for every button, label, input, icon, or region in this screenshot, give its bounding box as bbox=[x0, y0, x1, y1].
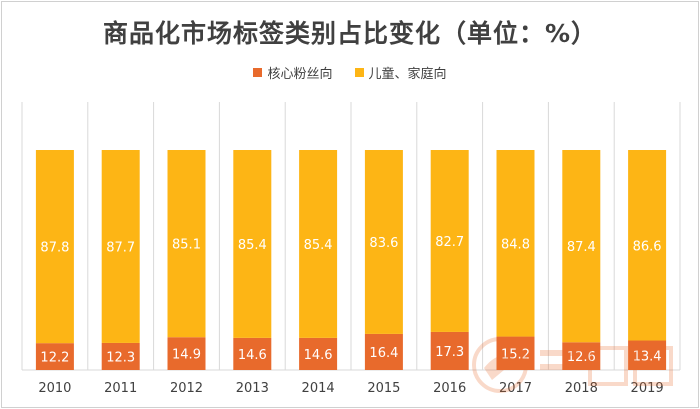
data-label: 82.7 bbox=[435, 235, 464, 250]
bar-segment bbox=[364, 333, 403, 370]
bar-segment bbox=[496, 336, 535, 370]
x-tick-label: 2013 bbox=[236, 381, 269, 396]
data-label: 12.2 bbox=[40, 351, 69, 366]
bar-segment bbox=[233, 150, 272, 338]
bar-segment bbox=[167, 337, 206, 370]
data-label: 14.6 bbox=[304, 348, 333, 363]
bar-segment bbox=[101, 342, 140, 370]
bar-segment bbox=[628, 150, 667, 341]
bar-segment bbox=[233, 337, 272, 370]
data-label: 12.3 bbox=[106, 350, 135, 365]
data-label: 13.4 bbox=[633, 349, 662, 364]
data-label: 86.6 bbox=[633, 239, 662, 254]
bar-segment bbox=[299, 337, 338, 370]
x-tick-label: 2016 bbox=[433, 381, 466, 396]
x-tick-label: 2012 bbox=[170, 381, 203, 396]
bar-segment bbox=[364, 150, 403, 334]
chart-legend: 核心粉丝向 儿童、家庭向 bbox=[0, 63, 700, 82]
data-label: 85.4 bbox=[238, 238, 267, 253]
x-tick-label: 2018 bbox=[565, 381, 598, 396]
bar-segment bbox=[299, 150, 338, 338]
bar-segment bbox=[562, 342, 601, 370]
data-label: 87.4 bbox=[567, 240, 596, 255]
data-label: 14.6 bbox=[238, 348, 267, 363]
bar-segment bbox=[430, 331, 469, 370]
legend-swatch-family bbox=[354, 68, 364, 77]
bar-segment bbox=[167, 150, 206, 338]
legend-label-core: 核心粉丝向 bbox=[267, 67, 333, 82]
chart-title: 商品化市场标签类别占比变化（单位：%） bbox=[102, 19, 598, 48]
x-tick-label: 2011 bbox=[104, 381, 137, 396]
data-label: 12.6 bbox=[567, 350, 596, 365]
legend-item-family: 儿童、家庭向 bbox=[354, 63, 447, 82]
legend-label-family: 儿童、家庭向 bbox=[368, 67, 447, 82]
data-label: 15.2 bbox=[501, 347, 530, 362]
bar-segment bbox=[562, 150, 601, 343]
bar-segment bbox=[35, 150, 74, 344]
data-label: 14.9 bbox=[172, 348, 201, 363]
x-tick-label: 2014 bbox=[302, 381, 335, 396]
data-label: 87.8 bbox=[40, 241, 69, 256]
x-tick-label: 2019 bbox=[631, 381, 664, 396]
data-label: 84.8 bbox=[501, 237, 530, 252]
x-tick-label: 2017 bbox=[499, 381, 532, 396]
data-label: 85.1 bbox=[172, 238, 201, 253]
data-label: 85.4 bbox=[304, 238, 333, 253]
data-label: 17.3 bbox=[435, 345, 464, 360]
x-tick-label: 2010 bbox=[38, 381, 71, 396]
bar-segment bbox=[628, 340, 667, 370]
x-tick-label: 2015 bbox=[367, 381, 400, 396]
legend-item-core: 核心粉丝向 bbox=[253, 63, 333, 82]
data-label: 16.4 bbox=[369, 346, 398, 361]
data-label: 87.7 bbox=[106, 240, 135, 255]
bar-segment bbox=[496, 150, 535, 337]
bar-segment bbox=[430, 150, 469, 332]
bar-segment bbox=[101, 150, 140, 343]
bar-segment bbox=[35, 343, 74, 370]
data-label: 83.6 bbox=[369, 236, 398, 251]
legend-swatch-core bbox=[253, 68, 263, 77]
